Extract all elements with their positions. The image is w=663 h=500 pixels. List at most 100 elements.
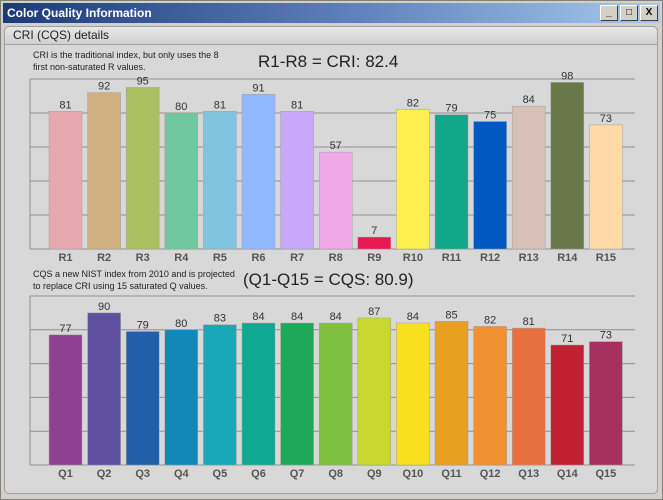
bar-Q3 <box>125 331 160 466</box>
bar-Q5 <box>203 324 237 466</box>
tick-label-R7: R7 <box>290 252 304 264</box>
data-label-Q5: 83 <box>214 313 226 325</box>
data-label-Q15: 73 <box>600 330 612 342</box>
data-label-Q13: 81 <box>523 316 535 328</box>
tick-label-Q3: Q3 <box>135 468 150 480</box>
bar-R1 <box>48 111 83 250</box>
data-label-R10: 82 <box>407 98 419 110</box>
bar-R14 <box>550 82 585 250</box>
data-label-Q7: 84 <box>291 311 303 323</box>
tick-label-Q7: Q7 <box>290 468 305 480</box>
bar-R9 <box>357 236 392 250</box>
bar-Q15 <box>589 341 623 466</box>
cri-desc-line2: first non-saturated R values. <box>33 62 146 72</box>
data-label-Q12: 82 <box>484 314 496 326</box>
tick-label-Q14: Q14 <box>557 468 579 480</box>
cqs-description: CQS a new NIST index from 2010 and is pr… <box>33 268 235 292</box>
tick-label-Q15: Q15 <box>596 468 617 480</box>
data-label-R7: 81 <box>291 99 303 111</box>
data-label-R15: 73 <box>600 113 612 125</box>
tick-label-R15: R15 <box>596 252 616 264</box>
panel-title: CRI (CQS) details <box>5 27 657 45</box>
data-label-R2: 92 <box>98 81 110 93</box>
data-label-Q11: 85 <box>445 309 457 321</box>
data-label-R9: 7 <box>371 225 377 237</box>
tick-label-Q13: Q13 <box>518 468 539 480</box>
tick-label-R14: R14 <box>557 252 578 264</box>
data-label-Q14: 71 <box>561 333 573 345</box>
tick-label-R5: R5 <box>213 252 227 264</box>
bar-R13 <box>511 105 546 250</box>
bar-Q8 <box>318 322 353 466</box>
tick-label-Q5: Q5 <box>213 468 228 480</box>
data-label-Q2: 90 <box>98 301 110 313</box>
data-label-Q6: 84 <box>252 311 264 323</box>
bar-Q6 <box>241 322 276 466</box>
bar-R10 <box>396 109 430 250</box>
data-label-R8: 57 <box>330 140 342 152</box>
tick-label-R3: R3 <box>136 252 150 264</box>
cri-description: CRI is the traditional index, but only u… <box>33 49 219 73</box>
bar-Q11 <box>434 321 469 466</box>
cqs-desc-line1: CQS a new NIST index from 2010 and is pr… <box>33 269 235 279</box>
bar-R7 <box>280 111 314 250</box>
data-label-Q1: 77 <box>59 323 71 335</box>
bar-Q12 <box>473 326 507 466</box>
tick-label-R6: R6 <box>251 252 265 264</box>
data-label-Q3: 79 <box>137 319 149 331</box>
tick-label-Q9: Q9 <box>367 468 382 480</box>
window-title: Color Quality Information <box>7 6 152 20</box>
data-label-R5: 81 <box>214 99 226 111</box>
bar-R15 <box>589 124 623 250</box>
bar-R4 <box>164 112 199 250</box>
bar-Q2 <box>87 312 121 466</box>
cqs-summary: (Q1-Q15 = CQS: 80.9) <box>243 270 414 289</box>
close-button[interactable]: X <box>640 5 658 21</box>
bar-Q9 <box>357 317 392 466</box>
bar-R8 <box>318 151 353 250</box>
tick-label-Q12: Q12 <box>480 468 501 480</box>
data-label-Q10: 84 <box>407 311 419 323</box>
data-label-R11: 79 <box>445 103 457 115</box>
minimize-button[interactable]: _ <box>600 5 618 21</box>
tick-label-Q1: Q1 <box>58 468 73 480</box>
tick-label-R9: R9 <box>367 252 381 264</box>
tick-label-Q4: Q4 <box>174 468 190 480</box>
maximize-button[interactable]: □ <box>620 5 638 21</box>
tick-label-R8: R8 <box>329 252 343 264</box>
data-label-R13: 84 <box>523 94 535 106</box>
tick-label-Q6: Q6 <box>251 468 266 480</box>
bar-Q10 <box>396 322 430 466</box>
bar-Q4 <box>164 329 199 466</box>
bar-R12 <box>473 121 507 250</box>
data-label-R1: 81 <box>59 99 71 111</box>
cri-desc-line1: CRI is the traditional index, but only u… <box>33 50 219 60</box>
tick-label-Q2: Q2 <box>97 468 112 480</box>
data-label-Q8: 84 <box>330 311 342 323</box>
tick-label-Q11: Q11 <box>441 468 461 480</box>
tick-label-R11: R11 <box>442 252 462 264</box>
data-label-R3: 95 <box>137 76 149 88</box>
bar-R2 <box>87 92 121 250</box>
data-label-R4: 80 <box>175 101 187 113</box>
bar-R11 <box>434 114 469 250</box>
tick-label-R1: R1 <box>58 252 72 264</box>
tick-label-R12: R12 <box>480 252 500 264</box>
tick-label-R2: R2 <box>97 252 111 264</box>
data-label-R14: 98 <box>561 70 573 82</box>
tick-label-R4: R4 <box>174 252 189 264</box>
bar-Q7 <box>280 322 314 466</box>
bar-R5 <box>203 111 237 250</box>
bar-R6 <box>241 94 276 250</box>
title-bar: Color Quality Information _ □ X <box>3 3 660 23</box>
data-label-R12: 75 <box>484 110 496 122</box>
tick-label-R10: R10 <box>403 252 423 264</box>
bar-R3 <box>125 87 160 250</box>
tick-label-R13: R13 <box>519 252 539 264</box>
tick-label-Q8: Q8 <box>328 468 343 480</box>
data-label-R6: 91 <box>252 82 264 94</box>
bar-Q13 <box>511 327 546 466</box>
bar-Q1 <box>48 334 83 466</box>
cri-summary: R1-R8 = CRI: 82.4 <box>258 52 399 71</box>
